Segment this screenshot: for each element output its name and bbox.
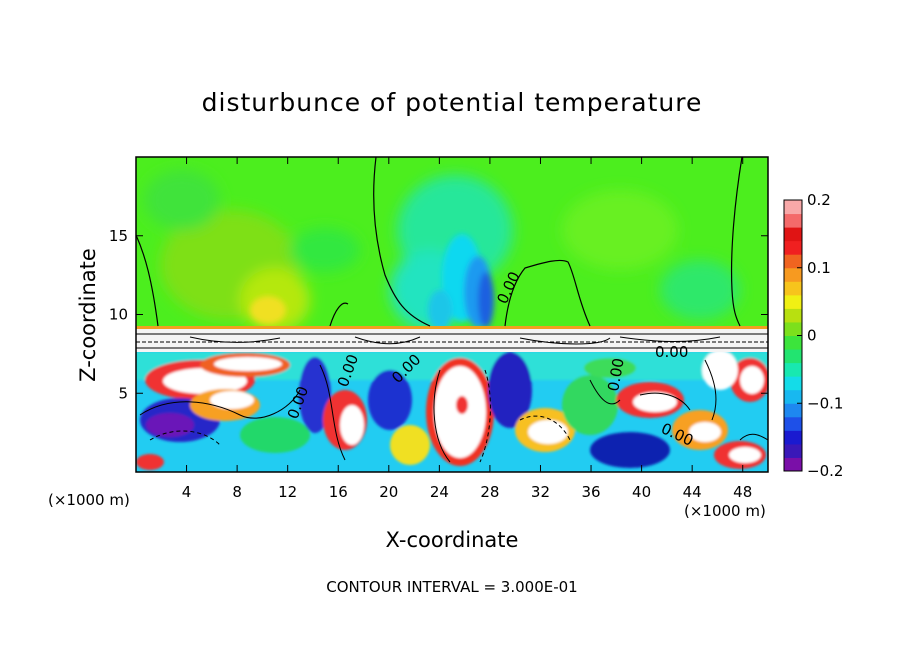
upper-contours	[136, 157, 743, 327]
contour-label: 0.00	[604, 357, 628, 393]
chart-title: disturbunce of potential temperature	[202, 88, 703, 117]
colorbar-swatch	[784, 389, 802, 404]
colorbar-tick-label: 0.2	[807, 191, 831, 209]
colorbar: 0.2 0.1 0 −0.1 −0.2	[783, 191, 843, 480]
x-axis-label: X-coordinate	[386, 528, 519, 552]
colorbar-swatch	[784, 213, 802, 228]
colorbar-swatch	[784, 294, 802, 309]
colorbar-swatch	[784, 281, 802, 296]
contour-interval-note: CONTOUR INTERVAL = 3.000E-01	[326, 578, 577, 596]
colorbar-swatch	[784, 457, 802, 472]
y-tick-label: 10	[109, 306, 128, 324]
x-tick-label: 32	[531, 483, 550, 501]
colorbar-swatch	[784, 416, 802, 431]
x-tick-label: 48	[733, 483, 752, 501]
x-tick-label: 36	[581, 483, 600, 501]
colorbar-swatch	[784, 200, 802, 215]
heatmap-field	[136, 157, 768, 472]
contour-label: 0.00	[655, 343, 688, 361]
transition-contours	[136, 333, 768, 349]
y-unit-label: (×1000 m)	[48, 491, 130, 509]
y-tick-label: 5	[118, 384, 128, 402]
colorbar-swatch	[784, 349, 802, 364]
x-tick-label: 20	[379, 483, 398, 501]
colorbar-swatch	[784, 362, 802, 377]
central-plume	[250, 234, 494, 330]
x-tick-label: 24	[430, 483, 449, 501]
colorbar-tick-label: −0.1	[807, 394, 843, 412]
x-tick-label: 8	[232, 483, 242, 501]
colorbar-swatch	[784, 321, 802, 336]
x-tick-label: 4	[182, 483, 192, 501]
colorbar-swatch	[784, 376, 802, 391]
x-axis-ticks: 4 8 12 16 20 24 28 32 36 40 44 48	[182, 157, 752, 501]
colorbar-swatch	[784, 403, 802, 418]
colorbar-tick-label: 0	[807, 327, 817, 345]
x-tick-label: 12	[278, 483, 297, 501]
colorbar-swatch	[784, 443, 802, 458]
colorbar-swatch	[784, 227, 802, 242]
x-tick-label: 16	[329, 483, 348, 501]
colorbar-swatch	[784, 254, 802, 269]
y-tick-label: 15	[109, 227, 128, 245]
x-unit-label: (×1000 m)	[684, 502, 766, 520]
colorbar-swatch	[784, 430, 802, 445]
colorbar-tick-label: −0.2	[807, 462, 843, 480]
y-axis-ticks: 5 10 15	[109, 227, 768, 402]
colorbar-swatch	[784, 240, 802, 255]
x-tick-label: 28	[480, 483, 499, 501]
colorbar-swatch	[784, 335, 802, 350]
colorbar-swatch	[784, 267, 802, 282]
y-axis-label: Z-coordinate	[76, 248, 100, 382]
lower-turbulent-layer	[136, 352, 768, 472]
x-tick-label: 40	[632, 483, 651, 501]
x-tick-label: 44	[683, 483, 702, 501]
colorbar-tick-label: 0.1	[807, 259, 831, 277]
lower-contours	[139, 359, 768, 463]
colorbar-swatch	[784, 308, 802, 323]
